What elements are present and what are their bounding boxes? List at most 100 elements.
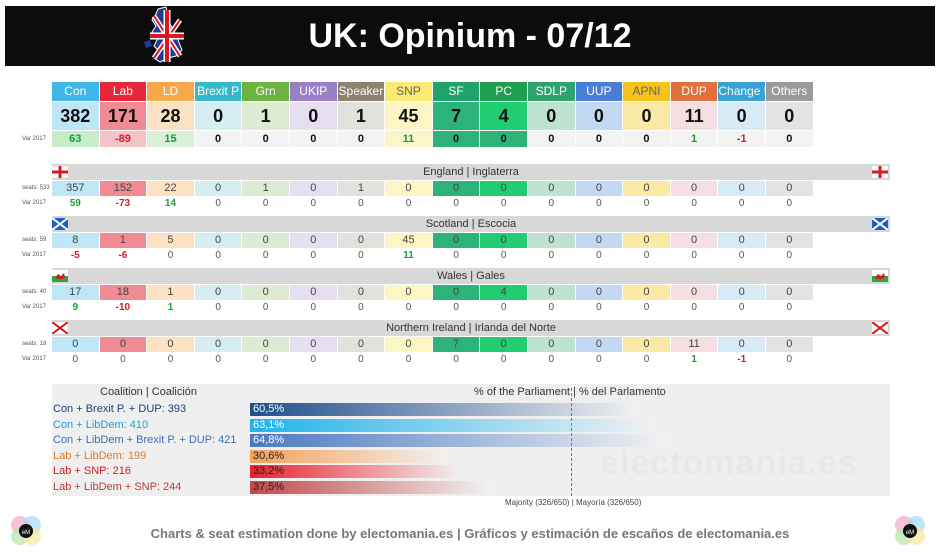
region-var-2017: 0: [500, 302, 507, 313]
region-seats: 0: [575, 337, 623, 352]
coalition-label: Lab + SNP: 216: [53, 465, 131, 478]
region-var-2017: 0: [786, 302, 793, 313]
region-var-2017: 0: [215, 302, 221, 313]
region-var-2017: 0: [120, 354, 126, 365]
region-var-2017: 0: [596, 302, 602, 313]
region-var-2017: 0: [500, 354, 507, 365]
party-var-2017: 0: [623, 131, 670, 147]
party-header: Change UK: [718, 82, 765, 101]
region-seats: 5: [147, 233, 194, 248]
region-seats: 1: [337, 181, 385, 196]
party-var-2017: 0: [528, 131, 575, 147]
var-2017-label: Var 2017: [22, 136, 46, 142]
region-var-2017: 0: [596, 198, 602, 209]
region-var-2017: 59: [69, 198, 81, 209]
region-var-2017: 0: [358, 302, 364, 313]
region-seats: 0: [575, 285, 623, 300]
region-seats: 0: [194, 233, 242, 248]
party-header: LD: [147, 82, 194, 101]
region-seats: 0: [52, 337, 99, 352]
party-var-2017: -1: [718, 131, 765, 147]
coalition-bar: [250, 434, 665, 448]
region-var-2017: 0: [738, 198, 745, 209]
party-var-2017: 0: [337, 131, 385, 147]
region-var-2017: 1: [167, 302, 174, 313]
region-seats: 22: [147, 181, 194, 196]
region-seats: 0: [385, 285, 432, 300]
party-header: PC: [480, 82, 527, 101]
region-seats: 0: [194, 337, 242, 352]
coalition-bar: [250, 449, 446, 463]
region-seats-label: seats: 533: [22, 185, 50, 191]
svg-text:eM: eM: [906, 530, 914, 536]
party-seats: 0: [290, 102, 337, 130]
party-header: APNI: [623, 82, 670, 101]
party-header: Grn: [242, 82, 289, 101]
party-header: UUP: [575, 82, 623, 101]
region-seats-label: seats: 59: [22, 237, 47, 243]
region-var-2017: 14: [164, 198, 177, 209]
region-var-label: Var 2017: [22, 200, 46, 206]
region-flag-icon: [52, 270, 68, 282]
party-seats: 4: [480, 102, 527, 130]
region-seats: 357: [52, 181, 99, 196]
region-var-2017: -5: [70, 250, 80, 261]
region-seats: 0: [670, 285, 718, 300]
region-flag-icon: [872, 322, 888, 334]
region-seats: 0: [623, 337, 670, 352]
region-seats: 152: [99, 181, 147, 196]
region-seats: 0: [766, 181, 813, 196]
region-seats: 0: [99, 337, 147, 352]
region-var-2017: -73: [115, 198, 131, 209]
coalition-pct-label: 60,5%: [253, 403, 285, 415]
coalition-label: Con + LibDem + Brexit P. + DUP: 421: [53, 434, 237, 447]
region-seats: 1: [99, 233, 147, 248]
coalition-pct-label: 63,1%: [253, 418, 285, 431]
region-var-2017: 0: [167, 250, 174, 261]
region-seats: 0: [766, 285, 813, 300]
party-header: SF: [432, 82, 480, 101]
party-seats: 45: [385, 102, 432, 130]
party-seats: 382: [52, 102, 99, 130]
party-var-2017: 0: [242, 131, 289, 147]
region-seats: 1: [147, 285, 194, 300]
electomania-logo-left: eM: [8, 512, 44, 548]
party-var-2017: 0: [194, 131, 242, 147]
region-seats: 0: [337, 337, 385, 352]
region-seats: 0: [385, 181, 432, 196]
party-var-2017: 0: [480, 131, 527, 147]
party-header: Brexit P: [194, 82, 242, 101]
region-seats-label: seats: 40: [22, 289, 47, 295]
region-var-label: Var 2017: [22, 356, 46, 362]
region-var-2017: -6: [118, 250, 128, 261]
region-var-2017: 0: [596, 354, 602, 365]
region-seats: 7: [432, 337, 480, 352]
region-var-2017: 0: [453, 302, 459, 313]
party-header: Con: [52, 82, 99, 101]
region-var-2017: 0: [548, 354, 555, 365]
region-seats: 0: [290, 181, 337, 196]
coalition-bar: [250, 481, 490, 494]
region-seats: 0: [432, 285, 480, 300]
region-seats: 0: [290, 337, 337, 352]
region-seats: 0: [242, 337, 289, 352]
party-seats: 0: [766, 102, 813, 130]
party-var-2017: 0: [290, 131, 337, 147]
page-title: UK: Opinium - 07/12: [308, 17, 632, 55]
region-seats: 0: [147, 337, 194, 352]
party-var-2017: 63: [52, 131, 99, 147]
region-var-2017: 0: [453, 198, 459, 209]
region-var-2017: 0: [548, 302, 555, 313]
region-title: Scotland | Escocia: [52, 216, 890, 232]
footer-credits: Charts & seat estimation done by electom…: [150, 526, 790, 541]
region-var-2017: 0: [358, 354, 364, 365]
party-var-2017: 0: [766, 131, 813, 147]
region-seats: 0: [528, 337, 575, 352]
majority-label: Majority (326/650) | Mayoría (326/650): [505, 498, 642, 507]
region-var-2017: 0: [738, 302, 745, 313]
region-var-2017: 0: [548, 250, 555, 261]
coalition-label: Lab + LibDem: 199: [53, 449, 147, 462]
region-seats: 1: [242, 181, 289, 196]
region-var-2017: 0: [310, 302, 317, 313]
parliament-pct-header: % of the Parliament | % del Parlamento: [474, 386, 666, 398]
